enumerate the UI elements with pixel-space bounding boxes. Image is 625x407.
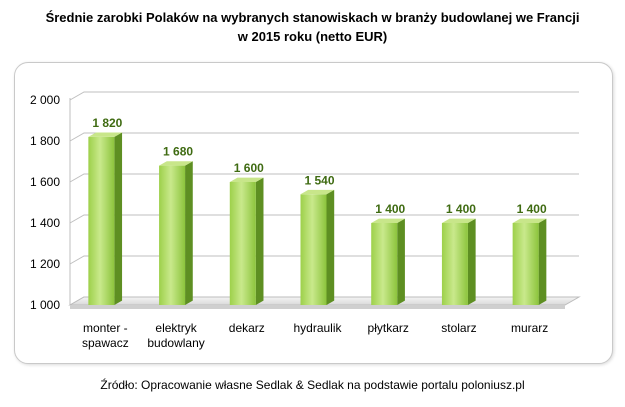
bar-side xyxy=(397,218,405,305)
x-tick-label: spawacz xyxy=(82,336,129,350)
y-tick-label: 1 400 xyxy=(30,216,60,230)
bar-top xyxy=(229,177,264,182)
chart-title-line1: Średnie zarobki Polaków na wybranych sta… xyxy=(45,10,580,25)
bar xyxy=(88,132,123,305)
bar-top xyxy=(512,218,547,223)
bar-top xyxy=(371,218,405,223)
bar-side xyxy=(185,161,193,305)
y-tick-label: 2 000 xyxy=(30,93,60,107)
bar-value-label: 1 820 xyxy=(92,116,122,130)
chart-floor-edge xyxy=(70,305,565,309)
bar-value-label: 1 400 xyxy=(517,202,547,216)
bar-front xyxy=(441,223,468,305)
bar-front xyxy=(512,223,539,305)
x-tick-label: murarz xyxy=(511,321,548,335)
bar xyxy=(300,189,335,305)
bar-side xyxy=(114,132,123,305)
x-tick-label: monter - xyxy=(83,321,128,335)
bar-value-label: 1 540 xyxy=(304,173,334,187)
bar-front xyxy=(88,136,115,305)
chart-title: Średnie zarobki Polaków na wybranych sta… xyxy=(0,8,625,46)
bar-front xyxy=(159,165,186,305)
bar xyxy=(371,218,405,305)
bar-value-label: 1 400 xyxy=(446,202,476,216)
gridline xyxy=(69,255,579,265)
x-tick-label: budowlany xyxy=(147,336,204,350)
y-tick-label: 1 200 xyxy=(30,257,60,271)
x-tick-label: hydraulik xyxy=(293,321,342,335)
bar-side xyxy=(538,218,547,305)
bar-value-label: 1 680 xyxy=(163,145,193,159)
bar-side xyxy=(326,189,335,305)
bar xyxy=(159,161,193,305)
bar-value-label: 1 400 xyxy=(375,202,405,216)
x-tick-label: płytkarz xyxy=(368,321,409,335)
gridline xyxy=(69,173,579,183)
chart-title-line2: w 2015 roku (netto EUR) xyxy=(237,29,388,44)
y-tick-label: 1 000 xyxy=(30,298,60,312)
source-note: Źródło: Opracowanie własne Sedlak & Sedl… xyxy=(100,378,525,392)
gridline xyxy=(69,91,579,101)
bar-side xyxy=(255,177,264,305)
bar-top xyxy=(300,189,335,195)
bar xyxy=(512,218,547,305)
bar xyxy=(441,218,476,305)
x-tick-label: stolarz xyxy=(441,321,476,335)
bar-side xyxy=(467,218,476,305)
bar-value-label: 1 600 xyxy=(234,161,264,175)
bar-top xyxy=(441,218,476,223)
x-tick-label: elektryk xyxy=(155,321,197,335)
y-tick-label: 1 600 xyxy=(30,175,60,189)
bar-front xyxy=(300,194,327,305)
gridline xyxy=(69,132,579,142)
y-tick-label: 1 800 xyxy=(30,134,60,148)
gridline xyxy=(69,214,579,224)
bar-front xyxy=(229,182,256,305)
bar xyxy=(229,177,264,305)
bar-top xyxy=(88,132,123,137)
bar-front xyxy=(371,223,398,305)
x-tick-label: dekarz xyxy=(229,321,265,335)
bar-top xyxy=(159,161,193,166)
